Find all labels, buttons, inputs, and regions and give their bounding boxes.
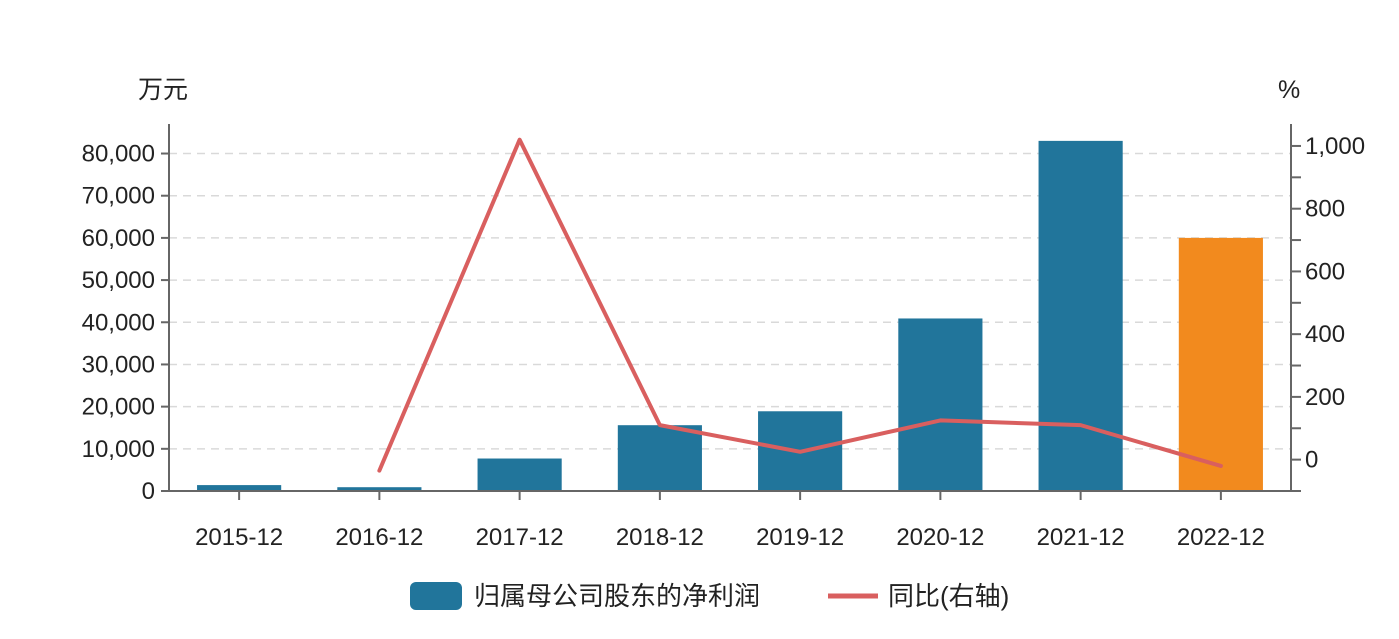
x-axis-tick-label: 2022-12: [1177, 524, 1265, 551]
right-axis-tick-label: 600: [1305, 258, 1345, 285]
left-axis-tick-label: 0: [142, 478, 155, 505]
right-axis-tick-label: 400: [1305, 321, 1345, 348]
bar-2020-12: [898, 318, 982, 491]
left-axis-tick-label: 10,000: [82, 436, 155, 463]
right-axis-tick-label: 800: [1305, 196, 1345, 223]
legend-bar-swatch: [410, 582, 462, 610]
x-axis-tick-label: 2020-12: [896, 524, 984, 551]
bar-2017-12: [478, 459, 562, 491]
bar-2021-12: [1039, 141, 1123, 491]
legend-line-label: 同比(右轴): [888, 581, 1009, 611]
right-axis-tick-label: 0: [1305, 447, 1318, 474]
left-axis-tick-label: 80,000: [82, 141, 155, 168]
left-axis-unit: 万元: [138, 76, 188, 104]
left-axis-tick-label: 50,000: [82, 267, 155, 294]
right-axis-tick-label: 200: [1305, 384, 1345, 411]
x-axis-tick-label: 2018-12: [616, 524, 704, 551]
legend-bar-label: 归属母公司股东的净利润: [474, 581, 760, 611]
left-axis-tick-label: 70,000: [82, 183, 155, 210]
x-axis-tick-label: 2021-12: [1037, 524, 1125, 551]
right-axis-tick-label: 1,000: [1305, 133, 1365, 160]
axis-labels: 万元 %: [138, 76, 1300, 104]
left-axis-tick-label: 20,000: [82, 394, 155, 421]
right-axis-unit: %: [1278, 76, 1300, 104]
left-axis-tick-label: 60,000: [82, 225, 155, 252]
bar-2018-12: [618, 425, 702, 491]
x-axis-tick-label: 2015-12: [195, 524, 283, 551]
bar-2022-12: [1179, 238, 1263, 491]
x-axis-tick-label: 2016-12: [335, 524, 423, 551]
legend: 归属母公司股东的净利润 同比(右轴): [410, 581, 1009, 611]
x-axis-tick-label: 2017-12: [476, 524, 564, 551]
left-axis-tick-label: 30,000: [82, 351, 155, 378]
x-axis-tick-label: 2019-12: [756, 524, 844, 551]
left-axis-tick-label: 40,000: [82, 309, 155, 336]
